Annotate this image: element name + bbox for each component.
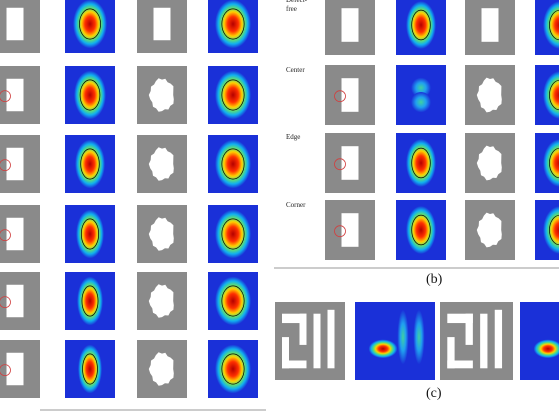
contour — [80, 218, 100, 250]
heatmap-blob — [215, 344, 251, 394]
row-label: Center — [286, 66, 305, 74]
heatmap-blob — [75, 139, 105, 189]
heatmap-blob — [411, 92, 431, 113]
heatmap-blob — [215, 0, 251, 49]
defect-marker — [334, 225, 346, 238]
mask-shape — [148, 352, 174, 386]
contour — [82, 353, 98, 385]
mask-shape — [327, 309, 335, 369]
defect-marker — [334, 90, 346, 103]
contour — [221, 285, 245, 317]
mask-shape — [341, 213, 359, 247]
defect-marker — [0, 159, 11, 172]
row-label: Edge — [286, 133, 301, 141]
contour — [549, 79, 559, 111]
contour — [221, 148, 245, 180]
mask-shape — [447, 360, 473, 369]
contour — [79, 8, 101, 40]
mask-shape — [6, 284, 24, 318]
mask-shape — [282, 360, 307, 369]
heatmap-blob — [543, 206, 559, 254]
heatmap-blob — [413, 309, 425, 365]
mask-shape — [341, 78, 359, 112]
contour — [411, 9, 431, 41]
contour — [221, 353, 245, 385]
mask-shape — [341, 146, 359, 180]
heatmap-blob — [215, 139, 251, 189]
contour — [79, 79, 101, 111]
mask-shape — [148, 147, 174, 181]
contour — [221, 8, 245, 40]
mask-shape — [282, 337, 289, 369]
mask-shape — [6, 147, 24, 181]
contour — [549, 147, 559, 179]
contour — [81, 285, 99, 317]
heatmap-blob — [76, 209, 104, 259]
contour — [411, 147, 431, 179]
mask-shape — [313, 313, 321, 369]
contour — [549, 214, 559, 246]
heatmap-blob — [543, 71, 559, 119]
mask-shape — [447, 337, 455, 369]
heatmap-blob — [543, 139, 559, 187]
mask-shape — [494, 309, 503, 369]
caption: (c) — [426, 386, 442, 401]
mask-shape — [465, 313, 473, 345]
mask-shape — [299, 313, 307, 345]
mask-shape — [6, 7, 24, 41]
mask-shape — [6, 352, 24, 386]
heatmap-blob — [215, 276, 251, 326]
contour — [221, 79, 245, 111]
mask-shape — [476, 212, 502, 248]
defect-marker — [334, 158, 346, 171]
mask-shape — [447, 313, 473, 324]
mask-shape — [153, 7, 171, 41]
defect-marker — [0, 296, 11, 309]
row-label: Corner — [286, 201, 306, 209]
mask-shape — [6, 217, 24, 251]
heatmap-blob — [397, 309, 409, 365]
defect-marker — [0, 229, 11, 242]
heatmap-blob — [406, 139, 436, 187]
mask-shape — [476, 77, 502, 113]
heatmap-blob — [73, 0, 107, 49]
row-label: Defect-free — [286, 0, 307, 13]
contour — [80, 148, 100, 180]
contour — [221, 218, 245, 250]
mask-shape — [148, 284, 174, 318]
mask-shape — [282, 313, 307, 324]
contour — [549, 9, 559, 41]
heatmap-blob — [215, 70, 251, 120]
heatmap-blob — [77, 276, 103, 326]
defect-marker — [0, 90, 11, 103]
mask-shape — [6, 78, 24, 112]
mask-shape — [476, 145, 502, 181]
heatmap-blob — [406, 206, 436, 254]
heatmap-blob — [406, 1, 436, 49]
heatmap-blob — [411, 77, 431, 99]
heatmap-blob — [78, 344, 102, 394]
mask-shape — [148, 217, 174, 251]
mask-shape — [480, 313, 488, 369]
mask-shape — [148, 78, 174, 112]
mask-shape — [341, 8, 359, 42]
contour — [411, 214, 431, 246]
mask-shape — [481, 8, 499, 42]
heatmap-blob — [215, 209, 251, 259]
defect-marker — [0, 364, 11, 377]
caption: (b) — [426, 272, 443, 287]
heatmap-blob — [368, 339, 398, 359]
heatmap-blob — [533, 339, 559, 359]
heatmap-blob — [74, 70, 106, 120]
heatmap-blob — [543, 1, 559, 49]
